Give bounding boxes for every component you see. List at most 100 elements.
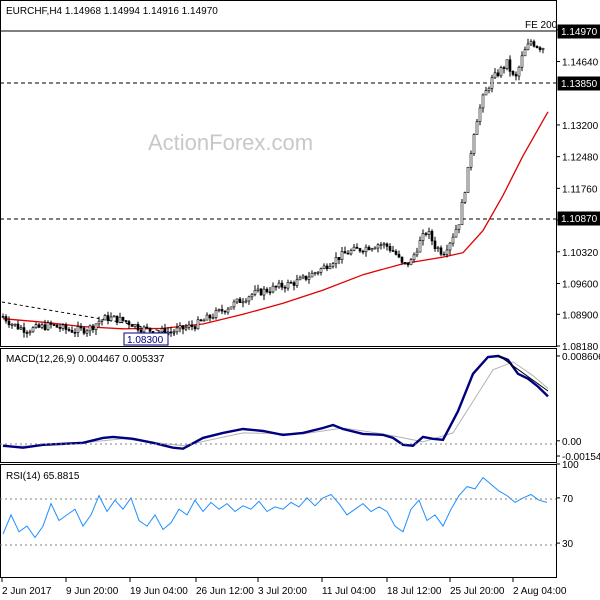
candle-body: [271, 285, 275, 293]
x-tick-label: 18 Jul 12:00: [387, 586, 442, 597]
candle-body: [328, 265, 332, 270]
candle-body: [361, 250, 365, 253]
candle-body: [277, 282, 281, 288]
candle-body: [346, 252, 350, 255]
candle-body: [487, 87, 491, 91]
candle-body: [175, 327, 179, 333]
candle-body: [283, 286, 287, 289]
candle-body: [100, 319, 104, 322]
watermark: ActionForex.com: [148, 130, 313, 155]
price-title: EURCHF,H4 1.14968 1.14994 1.14916 1.1497…: [6, 6, 218, 17]
candle-body: [280, 282, 284, 288]
candle-body: [106, 315, 110, 321]
rsi-y-axis: 100 70 30: [556, 460, 579, 550]
macd-title: MACD(12,26,9) 0.004467 0.005337: [6, 354, 165, 365]
candle-body: [481, 94, 485, 109]
candle-body: [352, 246, 356, 251]
candle-body: [295, 279, 299, 286]
candle-body: [70, 330, 74, 333]
candle-body: [64, 324, 68, 330]
candle-body: [160, 328, 164, 333]
candle-body: [202, 319, 206, 322]
candle-body: [103, 315, 107, 321]
level-low-tag: 1.08300: [127, 335, 164, 346]
candle-body: [31, 327, 35, 333]
candle-body: [46, 322, 50, 330]
candle-body: [523, 49, 527, 57]
candle-body: [76, 326, 80, 333]
x-tick-label: 26 Jun 12:00: [196, 586, 254, 597]
price-pane: [0, 0, 557, 347]
macd-line: [2, 354, 549, 450]
candle-body: [325, 265, 329, 270]
candle-body: [463, 192, 467, 203]
candle-body: [526, 43, 530, 51]
candle-body: [7, 320, 11, 326]
rsi-pane: [0, 464, 557, 578]
candle-body: [397, 254, 401, 258]
candle-body: [148, 327, 152, 332]
candle-body: [82, 327, 86, 334]
candle-body: [232, 301, 236, 308]
candle-body: [181, 325, 185, 330]
candle-body: [43, 324, 47, 330]
price-ma-group: [2, 111, 549, 330]
candle-body: [1, 316, 5, 318]
rsi-title: RSI(14) 65.8815: [6, 471, 80, 482]
candle-body: [505, 59, 509, 69]
candle-body: [199, 319, 203, 322]
candle-body: [139, 329, 143, 333]
candle-body: [424, 233, 428, 235]
level-mid-tag: 1.10870: [561, 214, 598, 225]
candle-body: [115, 315, 119, 323]
candle-body: [451, 236, 455, 244]
y-tick-label: 1.13200: [562, 121, 599, 132]
candle-body: [262, 288, 266, 296]
candle-body: [244, 300, 248, 303]
candle-body: [124, 320, 128, 322]
macd-trendline: [497, 354, 549, 392]
candle-body: [475, 121, 479, 135]
y-tick-label: 1.08180: [562, 342, 599, 353]
candle-body: [241, 301, 245, 304]
candle-body: [286, 282, 290, 289]
x-tick-label: 2 Jun 2017: [2, 586, 52, 597]
rsi-y-tick-label: 70: [562, 494, 574, 505]
candle-body: [448, 242, 452, 251]
candle-body: [466, 166, 470, 193]
candle-body: [91, 325, 95, 331]
candle-body: [187, 324, 191, 328]
candle-body: [25, 332, 29, 334]
candle-body: [313, 272, 317, 275]
candle-body: [460, 202, 464, 226]
candle-body: [421, 233, 425, 241]
candle-body: [406, 262, 410, 266]
candle-body: [169, 331, 173, 334]
candle-body: [190, 324, 194, 327]
candle-body: [130, 324, 134, 327]
candle-body: [337, 257, 341, 260]
candle-body: [208, 314, 212, 319]
candle-body: [301, 275, 305, 279]
macd-lines-group: [2, 354, 549, 450]
y-tick-label: 1.10320: [562, 248, 599, 259]
y-tick-label: 1.14640: [562, 58, 599, 69]
candle-body: [121, 316, 125, 321]
y-tick-label: 1.09600: [562, 279, 599, 290]
candle-body: [94, 323, 98, 331]
candle-body: [16, 323, 20, 330]
macd-y-tick-label: 0.00: [562, 437, 582, 448]
candle-body: [499, 67, 503, 77]
candle-body: [19, 327, 23, 330]
candle-body: [490, 77, 494, 89]
candle-body: [496, 72, 500, 77]
candle-body: [400, 256, 404, 263]
candle-body: [67, 329, 71, 331]
candle-body: [289, 282, 293, 284]
candle-body: [322, 265, 326, 269]
current-price-tag-box: [557, 24, 600, 39]
candle-body: [58, 327, 62, 329]
x-tick-label: 11 Jul 04:00: [322, 586, 376, 597]
